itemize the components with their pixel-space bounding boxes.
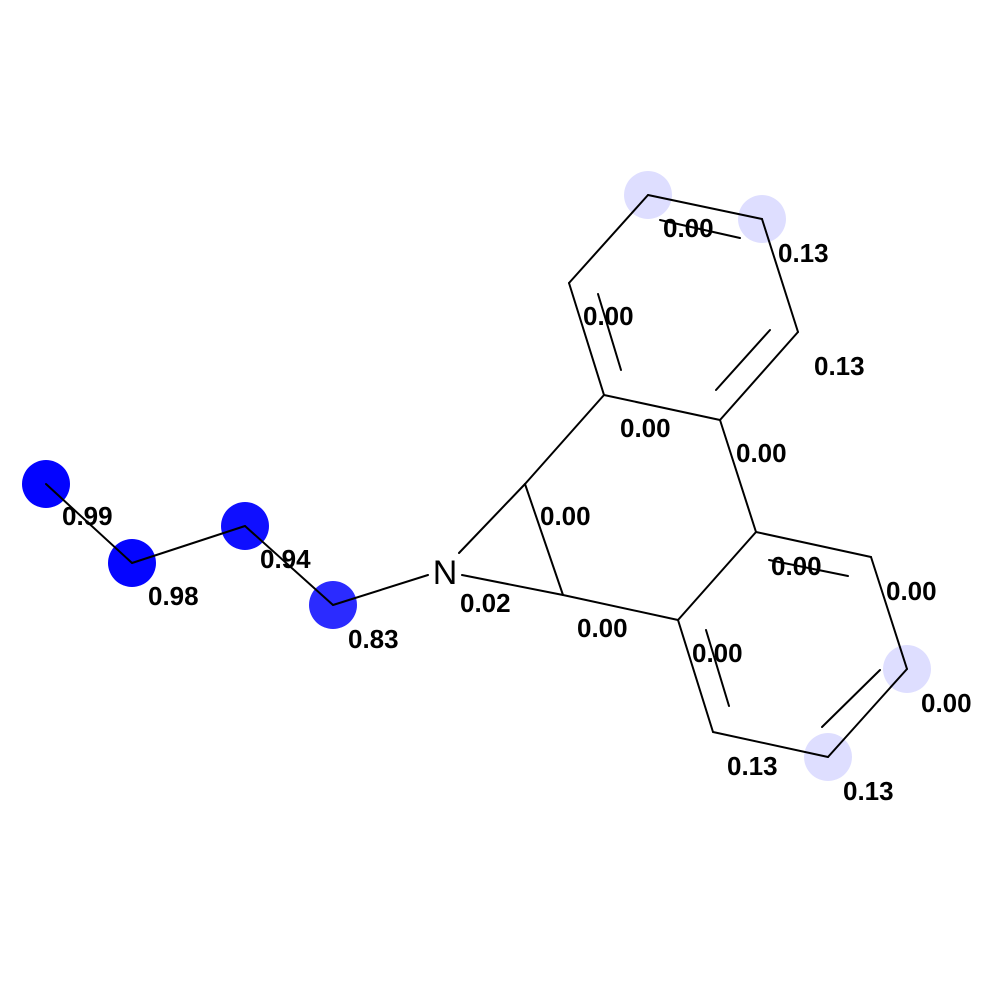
- atom-score-label: 0.13: [727, 751, 778, 781]
- atom-score-label: 0.00: [921, 688, 972, 718]
- bond: [131, 525, 246, 564]
- bond: [568, 282, 605, 396]
- bonds: [45, 194, 908, 758]
- atom-score-label: 0.00: [663, 213, 714, 243]
- bond: [244, 525, 334, 606]
- bond: [597, 293, 622, 371]
- bond: [755, 531, 872, 558]
- bond: [659, 219, 741, 239]
- atom-score-label: 0.13: [778, 238, 829, 268]
- bond: [677, 619, 714, 733]
- atom-score-label: 0.00: [886, 576, 937, 606]
- atom-score-label: 0.00: [540, 501, 591, 531]
- bond: [45, 483, 133, 564]
- atom-score-label: 0.00: [771, 551, 822, 581]
- bond: [705, 629, 730, 707]
- bond: [524, 483, 564, 596]
- atom-score-label: 0.00: [577, 613, 628, 643]
- bond: [332, 574, 429, 606]
- bond: [719, 419, 757, 533]
- bond: [761, 218, 799, 333]
- atom-scores: 0.99 0.98 0.94 0.83 0.02 0.00 0.00 0.00 …: [62, 213, 972, 806]
- bond: [568, 194, 649, 284]
- bond: [827, 668, 908, 758]
- bond: [870, 556, 908, 670]
- atom-score-label: 0.83: [348, 624, 399, 654]
- bond: [461, 574, 564, 596]
- atom-score-label: 0.00: [692, 638, 743, 668]
- bond: [524, 394, 605, 485]
- bond: [562, 594, 679, 621]
- bond: [712, 731, 829, 758]
- atom-score-label: 0.02: [460, 588, 511, 618]
- bond: [458, 483, 526, 554]
- bond: [647, 194, 763, 220]
- atom-score-label: 0.00: [736, 438, 787, 468]
- bond: [603, 394, 721, 421]
- atom-score-label: 0.00: [620, 413, 671, 443]
- atom-score-label: 0.13: [843, 776, 894, 806]
- atom-score-label: 0.00: [583, 301, 634, 331]
- bond: [821, 669, 881, 728]
- bond: [715, 329, 771, 391]
- atom-score-label: 0.13: [814, 351, 865, 381]
- bond: [719, 331, 799, 421]
- nitrogen-atom-label: N: [433, 554, 458, 592]
- atom-score-label: 0.94: [260, 544, 311, 574]
- bond: [768, 559, 849, 577]
- atom-score-label: 0.98: [148, 581, 199, 611]
- bond: [677, 531, 757, 621]
- atom-score-label: 0.99: [62, 501, 113, 531]
